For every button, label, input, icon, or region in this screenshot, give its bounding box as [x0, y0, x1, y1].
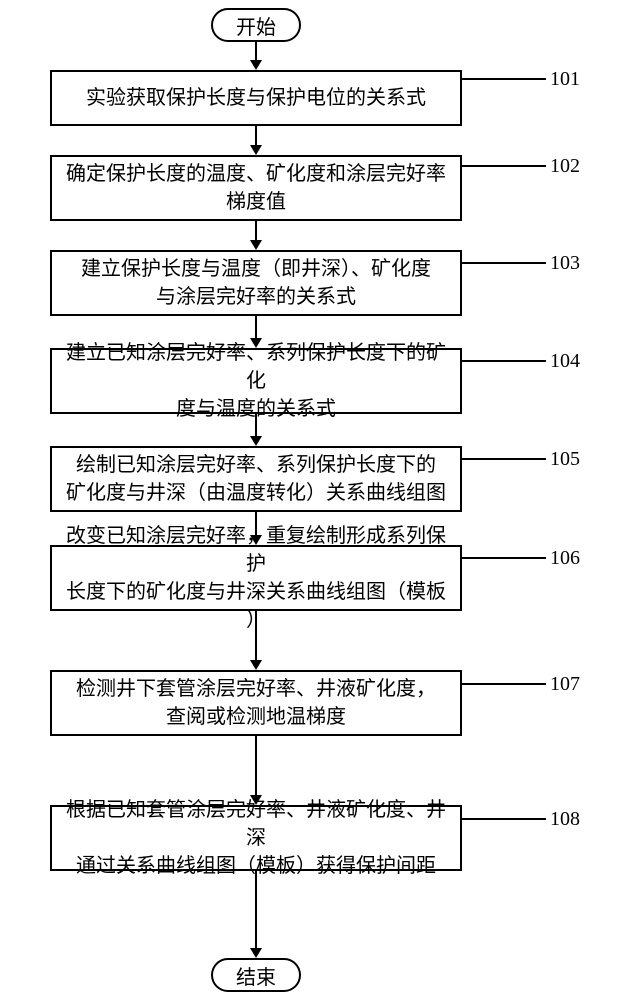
step-label-106: 106	[550, 547, 580, 570]
leader-line-103	[462, 262, 546, 264]
arrow-line-6	[255, 611, 257, 662]
process-step-106: 改变已知涂层完好率，重复绘制形成系列保护长度下的矿化度与井深关系曲线组图（模板 …	[50, 545, 462, 611]
leader-line-105	[462, 458, 546, 460]
step-line-2: 梯度值	[66, 188, 446, 216]
process-step-105: 绘制已知涂层完好率、系列保护长度下的矿化度与井深（由温度转化）关系曲线组图	[50, 446, 462, 512]
step-line-2: 矿化度与井深（由温度转化）关系曲线组图	[66, 479, 446, 507]
step-line-1: 检测井下套管涂层完好率、井液矿化度，	[76, 675, 436, 703]
arrow-line-1	[255, 126, 257, 147]
leader-line-106	[462, 557, 546, 559]
arrow-head-2	[250, 240, 262, 250]
arrow-line-8	[255, 871, 257, 950]
step-line-2: 查阅或检测地温梯度	[76, 703, 436, 731]
step-line-2: 与涂层完好率的关系式	[81, 283, 431, 311]
step-line-1: 确定保护长度的温度、矿化度和涂层完好率	[66, 160, 446, 188]
step-label-107: 107	[550, 673, 580, 696]
process-step-101: 实验获取保护长度与保护电位的关系式	[50, 70, 462, 126]
step-line-1: 绘制已知涂层完好率、系列保护长度下的	[66, 451, 446, 479]
process-step-108: 根据已知套管涂层完好率、井液矿化度、井深通过关系曲线组图（模板）获得保护间距	[50, 805, 462, 871]
step-label-102: 102	[550, 155, 580, 178]
step-label-101: 101	[550, 68, 580, 91]
step-line-1: 建立保护长度与温度（即井深）、矿化度	[81, 255, 431, 283]
arrow-head-5	[250, 535, 262, 545]
leader-line-102	[462, 165, 546, 167]
arrow-line-3	[255, 316, 257, 340]
process-step-107: 检测井下套管涂层完好率、井液矿化度，查阅或检测地温梯度	[50, 670, 462, 736]
end-terminal: 结束	[211, 958, 301, 992]
leader-line-101	[462, 78, 546, 80]
arrow-head-3	[250, 338, 262, 348]
arrow-head-4	[250, 436, 262, 446]
arrow-line-7	[255, 736, 257, 797]
arrow-head-8	[250, 948, 262, 958]
process-step-104: 建立已知涂层完好率、系列保护长度下的矿化度与温度的关系式	[50, 348, 462, 414]
arrow-head-6	[250, 660, 262, 670]
step-label-105: 105	[550, 448, 580, 471]
flowchart-container: 开始结束 实验获取保护长度与保护电位的关系式 101 确定保护长度的温度、矿化度和涂层…	[0, 0, 644, 1000]
step-label-104: 104	[550, 350, 580, 373]
arrow-line-4	[255, 414, 257, 438]
step-label-108: 108	[550, 808, 580, 831]
arrow-line-5	[255, 512, 257, 537]
arrow-head-1	[250, 145, 262, 155]
step-label-103: 103	[550, 252, 580, 275]
arrow-line-2	[255, 221, 257, 242]
arrow-line-0	[255, 42, 257, 62]
arrow-head-7	[250, 795, 262, 805]
process-step-103: 建立保护长度与温度（即井深）、矿化度与涂层完好率的关系式	[50, 250, 462, 316]
process-step-102: 确定保护长度的温度、矿化度和涂层完好率梯度值	[50, 155, 462, 221]
leader-line-107	[462, 683, 546, 685]
leader-line-104	[462, 360, 546, 362]
leader-line-108	[462, 818, 546, 820]
arrow-head-0	[250, 60, 262, 70]
start-terminal: 开始	[211, 8, 301, 42]
